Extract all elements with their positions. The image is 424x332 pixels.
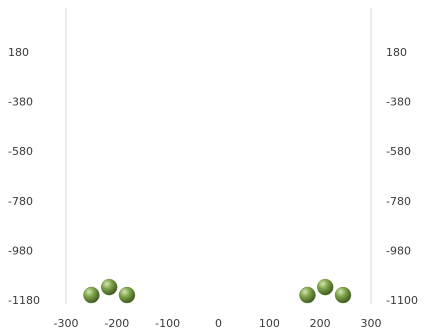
y-tick-label-right: -380 — [386, 96, 411, 109]
y-tick-label-left: -980 — [8, 244, 33, 257]
y-tick-label-right: -980 — [386, 244, 411, 257]
x-tick-label: -300 — [54, 317, 79, 330]
x-tick-label: 200 — [310, 317, 331, 330]
y-tick-label-left: 180 — [8, 46, 29, 59]
data-point — [118, 286, 136, 304]
y-tick-label-left: -380 — [8, 96, 33, 109]
data-point — [100, 278, 118, 296]
y-tick-label-right: -780 — [386, 195, 411, 208]
data-point — [299, 286, 316, 304]
data-point — [317, 278, 334, 296]
x-tick-label: 0 — [215, 317, 222, 330]
data-point — [83, 286, 100, 304]
y-tick-label-left: -580 — [8, 145, 33, 158]
y-tick-label-right: -1100 — [386, 294, 418, 307]
data-point — [334, 286, 352, 304]
y-tick-label-right: 180 — [386, 46, 407, 59]
x-tick-label: -200 — [104, 317, 129, 330]
y-tick-label-left: -780 — [8, 195, 33, 208]
y-tick-label-right: -580 — [386, 145, 411, 158]
x-tick-label: 100 — [259, 317, 280, 330]
y-tick-label-left: -1180 — [8, 294, 40, 307]
x-tick-label: 300 — [361, 317, 382, 330]
x-tick-label: -100 — [155, 317, 180, 330]
